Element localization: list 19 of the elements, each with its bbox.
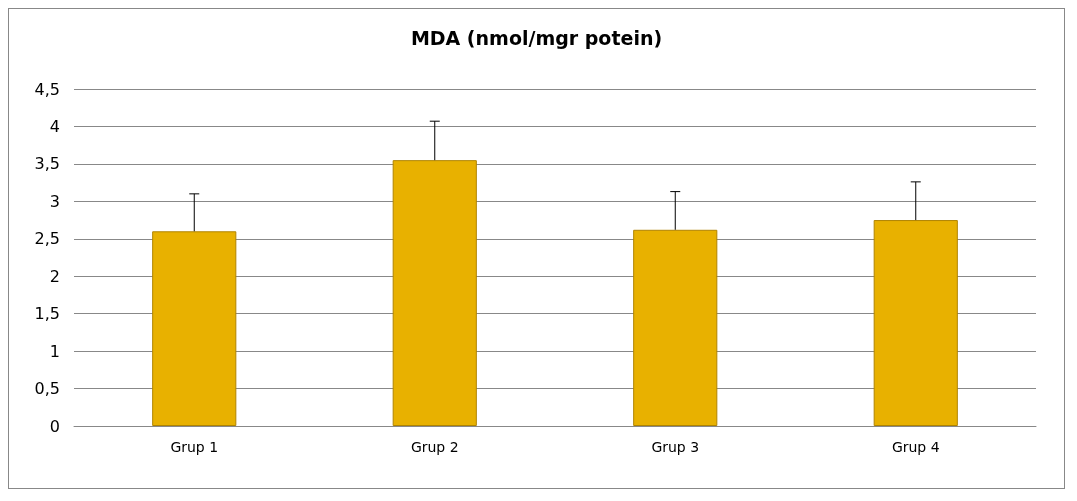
- y-tick-label: 2: [49, 266, 60, 286]
- y-tick-label: 1,5: [34, 304, 60, 324]
- y-tick-label: 2,5: [34, 229, 60, 249]
- y-tick-label: 3: [49, 191, 60, 211]
- y-tick-label: 3,5: [34, 154, 60, 174]
- bar: [633, 229, 718, 426]
- y-tick-label: 4: [49, 116, 60, 136]
- y-tick-label: 0: [49, 416, 60, 436]
- x-tick-label: Grup 1: [170, 439, 219, 455]
- bar: [152, 231, 237, 426]
- x-tick-label: Grup 4: [891, 439, 940, 455]
- bar: [873, 220, 958, 426]
- y-tick-label: 1: [49, 341, 60, 361]
- x-tick-label: Grup 2: [410, 439, 459, 455]
- bar: [392, 160, 477, 426]
- chart-title: MDA (nmol/mgr potein): [410, 26, 663, 49]
- x-tick-label: Grup 3: [651, 439, 700, 455]
- y-tick-label: 0,5: [34, 379, 60, 399]
- y-tick-label: 4,5: [34, 79, 60, 99]
